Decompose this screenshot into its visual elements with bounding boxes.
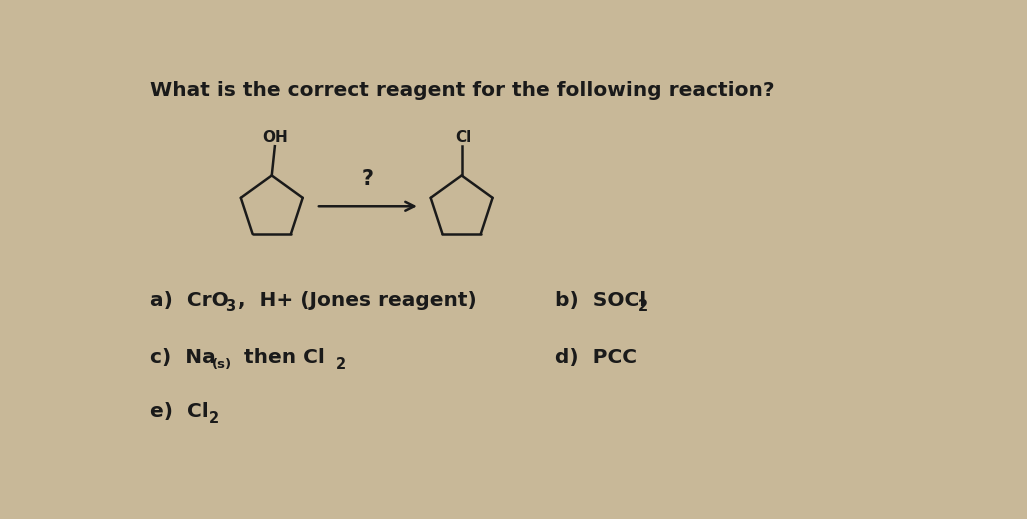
Text: ?: ? <box>362 169 374 189</box>
Text: a)  CrO: a) CrO <box>150 291 229 310</box>
Text: ,  H+ (Jones reagent): , H+ (Jones reagent) <box>237 291 477 310</box>
Text: then Cl: then Cl <box>237 348 325 367</box>
Text: (s): (s) <box>212 359 232 372</box>
Text: c)  Na: c) Na <box>150 348 216 367</box>
Text: 3: 3 <box>225 299 235 314</box>
Text: e)  Cl: e) Cl <box>150 402 208 421</box>
Text: d)  PCC: d) PCC <box>555 348 637 367</box>
Text: OH: OH <box>262 130 288 145</box>
Text: 2: 2 <box>336 357 346 372</box>
Text: What is the correct reagent for the following reaction?: What is the correct reagent for the foll… <box>150 81 774 100</box>
Text: b)  SOCl: b) SOCl <box>555 291 646 310</box>
Text: Cl: Cl <box>455 130 471 145</box>
Text: 2: 2 <box>208 411 219 426</box>
Text: 2: 2 <box>638 299 648 314</box>
